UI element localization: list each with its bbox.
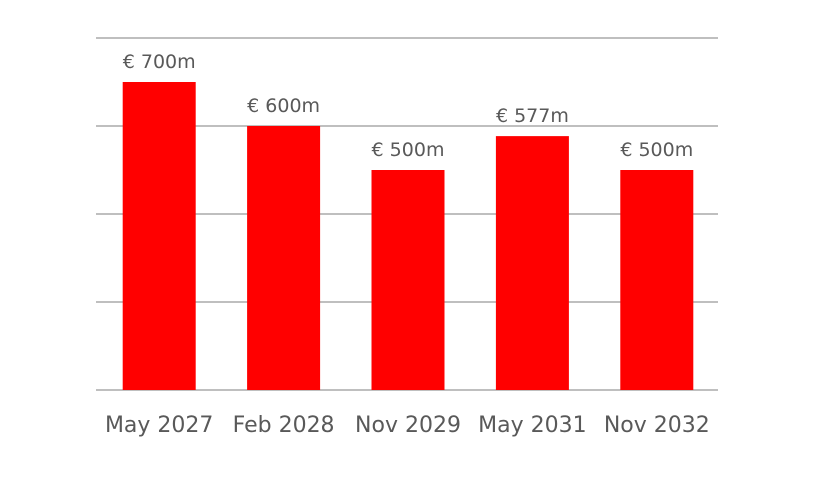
bars <box>122 82 694 390</box>
bar-2 <box>371 170 445 390</box>
data-label-0: € 700m <box>123 51 196 73</box>
bar-4 <box>620 170 694 390</box>
data-label-2: € 500m <box>372 139 445 161</box>
x-tick-label-1: Feb 2028 <box>233 413 335 438</box>
x-axis-tick-labels: May 2027 Feb 2028 Nov 2029 May 2031 Nov 2032 <box>105 413 710 438</box>
bar-1 <box>247 126 321 390</box>
x-tick-label-3: May 2031 <box>478 413 586 438</box>
data-labels: € 700m € 600m € 500m € 577m € 500m <box>123 51 694 161</box>
x-tick-label-2: Nov 2029 <box>355 413 461 438</box>
data-label-1: € 600m <box>247 95 320 117</box>
x-tick-label-0: May 2027 <box>105 413 213 438</box>
x-tick-label-4: Nov 2032 <box>604 413 710 438</box>
data-label-3: € 577m <box>496 105 569 127</box>
bar-3 <box>495 136 569 390</box>
bar-0 <box>122 82 196 390</box>
data-label-4: € 500m <box>620 139 693 161</box>
